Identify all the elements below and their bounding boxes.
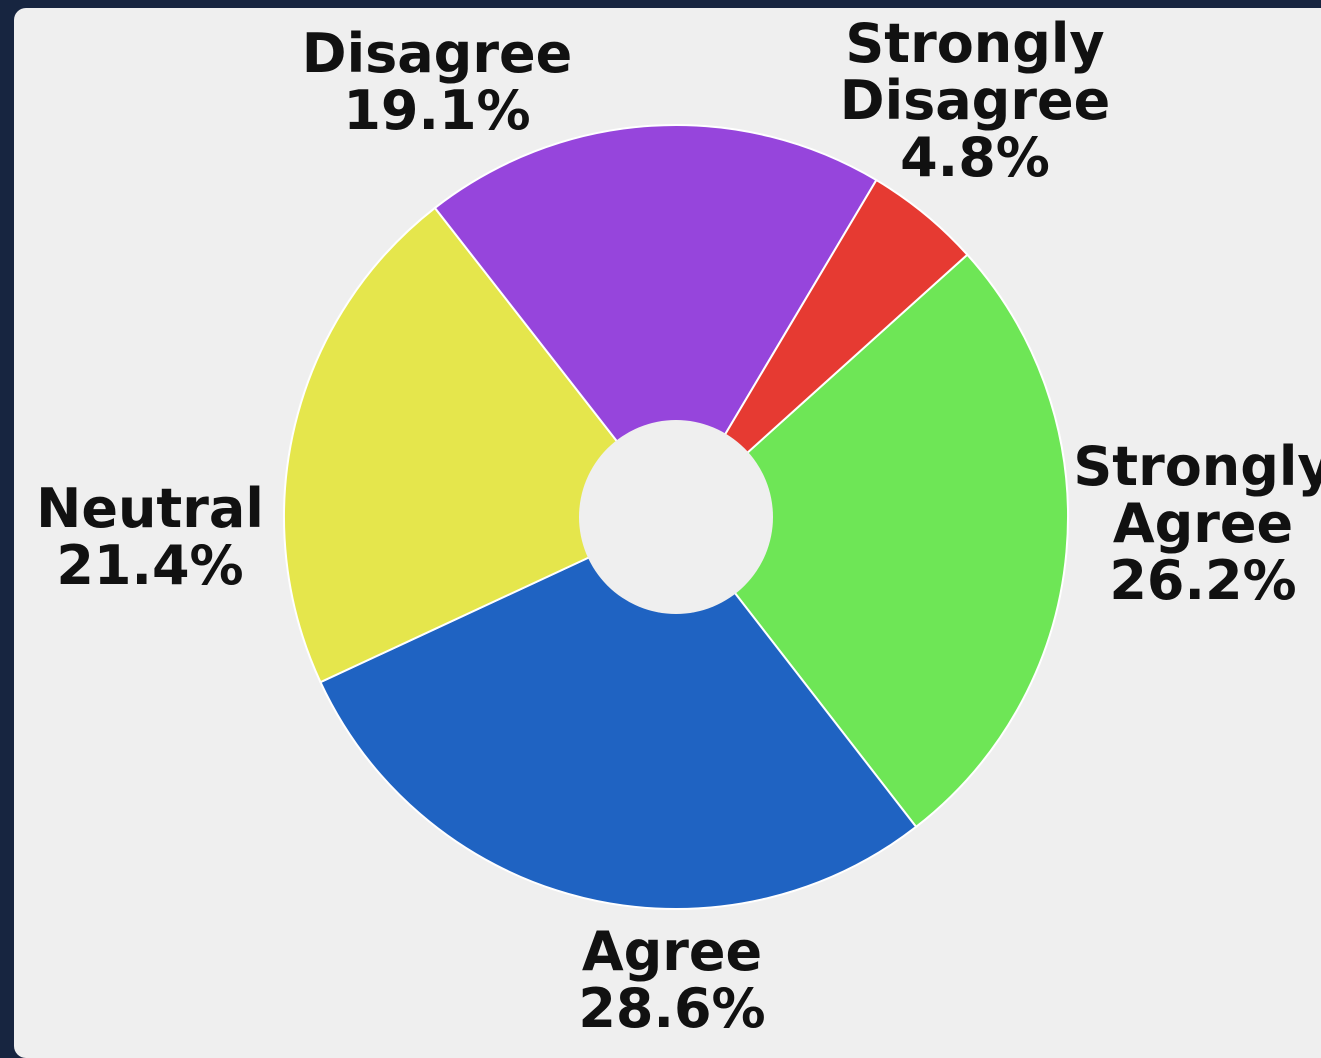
value-agree: 28.6%: [578, 977, 765, 1038]
slice-strongly-agree: [674, 253, 1069, 829]
value-disagree: 19.1%: [343, 79, 530, 142]
donut-hole: [579, 420, 773, 614]
slice-disagree: [433, 124, 878, 519]
label-strongly-disagree-line2: Disagree: [840, 69, 1110, 132]
label-neutral: Neutral: [36, 477, 264, 540]
value-strongly-disagree: 4.8%: [900, 126, 1050, 189]
label-strongly-agree-line2: Agree: [1113, 492, 1293, 555]
value-strongly-agree: 26.2%: [1109, 549, 1296, 612]
value-neutral: 21.4%: [56, 534, 243, 597]
labels-group: StronglyAgree26.2%Agree28.6%Neutral21.4%…: [36, 12, 1321, 1038]
label-strongly-disagree-line1: Strongly: [845, 12, 1104, 75]
slice-neutral: [283, 206, 678, 684]
label-strongly-agree-line1: Strongly: [1073, 435, 1321, 498]
label-disagree: Disagree: [302, 22, 572, 85]
slice-agree: [319, 515, 918, 910]
slices-group: [283, 124, 1069, 910]
label-agree: Agree: [582, 920, 762, 983]
slice-strongly-disagree: [675, 178, 969, 518]
